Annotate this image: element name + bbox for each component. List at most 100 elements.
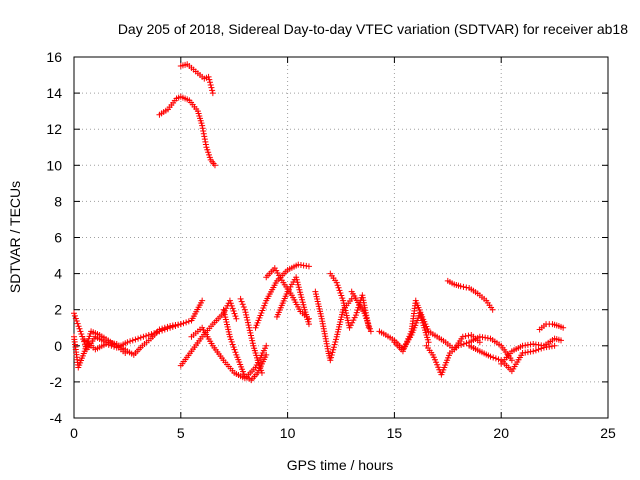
data-point <box>247 332 254 339</box>
data-point <box>206 79 213 86</box>
data-point <box>361 310 368 317</box>
data-point <box>230 307 237 314</box>
series-arc-4 <box>156 93 218 169</box>
data-point <box>333 279 340 286</box>
data-point <box>71 312 78 319</box>
data-point <box>237 295 244 302</box>
data-point <box>231 346 238 353</box>
data-point <box>227 336 234 343</box>
data-point <box>207 81 214 88</box>
data-point <box>455 342 462 349</box>
data-point <box>558 337 565 344</box>
data-point <box>105 341 112 348</box>
data-point <box>508 357 515 364</box>
data-point <box>180 320 187 327</box>
data-point <box>183 319 190 326</box>
data-point <box>366 323 373 330</box>
data-point <box>206 76 213 83</box>
data-point <box>242 309 249 316</box>
data-point <box>71 310 77 317</box>
x-tick-label: 5 <box>177 425 185 441</box>
data-point <box>209 87 216 94</box>
data-point <box>364 318 371 325</box>
data-point <box>347 322 354 329</box>
data-point <box>127 338 134 345</box>
data-point <box>77 328 84 335</box>
y-tick-label: 2 <box>54 302 62 318</box>
data-point <box>332 338 339 345</box>
data-points <box>71 61 567 384</box>
x-tick-label: 0 <box>70 425 78 441</box>
y-tick-label: 14 <box>46 85 62 101</box>
data-point <box>328 354 335 361</box>
data-point <box>232 313 239 320</box>
chart-title: Day 205 of 2018, Sidereal Day-to-day VTE… <box>118 21 628 37</box>
data-point <box>175 322 182 329</box>
data-point <box>201 133 208 140</box>
series-arc-18 <box>423 333 515 378</box>
data-point <box>462 333 469 340</box>
data-point <box>226 333 233 340</box>
data-point <box>229 305 236 312</box>
data-point <box>153 329 160 336</box>
data-point <box>243 311 250 318</box>
data-point <box>228 302 235 309</box>
data-point <box>263 342 270 349</box>
data-point <box>232 349 239 356</box>
data-point <box>227 300 234 307</box>
series-arc-13 <box>312 288 355 364</box>
data-point <box>457 283 464 290</box>
data-point <box>204 146 211 153</box>
data-point <box>425 339 432 346</box>
data-point <box>239 301 246 308</box>
data-point <box>248 335 255 342</box>
series-arc-1 <box>71 297 206 358</box>
data-point <box>169 323 176 330</box>
data-point <box>74 320 81 327</box>
data-point <box>199 125 206 132</box>
data-point <box>124 339 131 346</box>
data-point <box>199 297 206 304</box>
data-point <box>560 324 567 331</box>
data-point <box>257 364 264 371</box>
data-point <box>206 154 213 161</box>
x-tick-label: 20 <box>493 425 509 441</box>
data-point <box>205 149 212 156</box>
data-point <box>135 335 142 342</box>
data-point <box>243 314 250 321</box>
data-point <box>201 136 208 143</box>
data-point <box>367 328 374 335</box>
series-arc-9 <box>237 295 265 376</box>
data-point <box>335 284 342 291</box>
data-point <box>244 317 251 324</box>
data-point <box>132 336 139 343</box>
data-point <box>226 297 233 304</box>
data-point <box>241 306 248 313</box>
data-point <box>329 349 336 356</box>
data-point <box>205 151 212 158</box>
data-point <box>254 357 261 364</box>
y-tick-label: 16 <box>46 49 62 65</box>
data-point <box>151 330 158 337</box>
data-point <box>238 298 245 305</box>
y-tick-label: -2 <box>50 374 63 390</box>
data-point <box>495 356 502 363</box>
data-point <box>185 318 192 325</box>
data-point <box>258 367 265 374</box>
data-point <box>363 315 370 322</box>
series-arc-2 <box>71 328 129 371</box>
data-point <box>351 314 358 321</box>
data-point <box>229 341 236 348</box>
data-point <box>108 342 115 349</box>
series-arc-10 <box>252 261 312 331</box>
data-point <box>208 84 215 91</box>
data-point <box>228 338 235 345</box>
data-point <box>203 144 210 151</box>
data-point <box>159 327 166 334</box>
data-point <box>339 295 346 302</box>
series-arc-15 <box>348 288 374 335</box>
data-point <box>167 324 174 331</box>
data-point <box>487 353 494 360</box>
y-tick-label: 8 <box>54 193 62 209</box>
